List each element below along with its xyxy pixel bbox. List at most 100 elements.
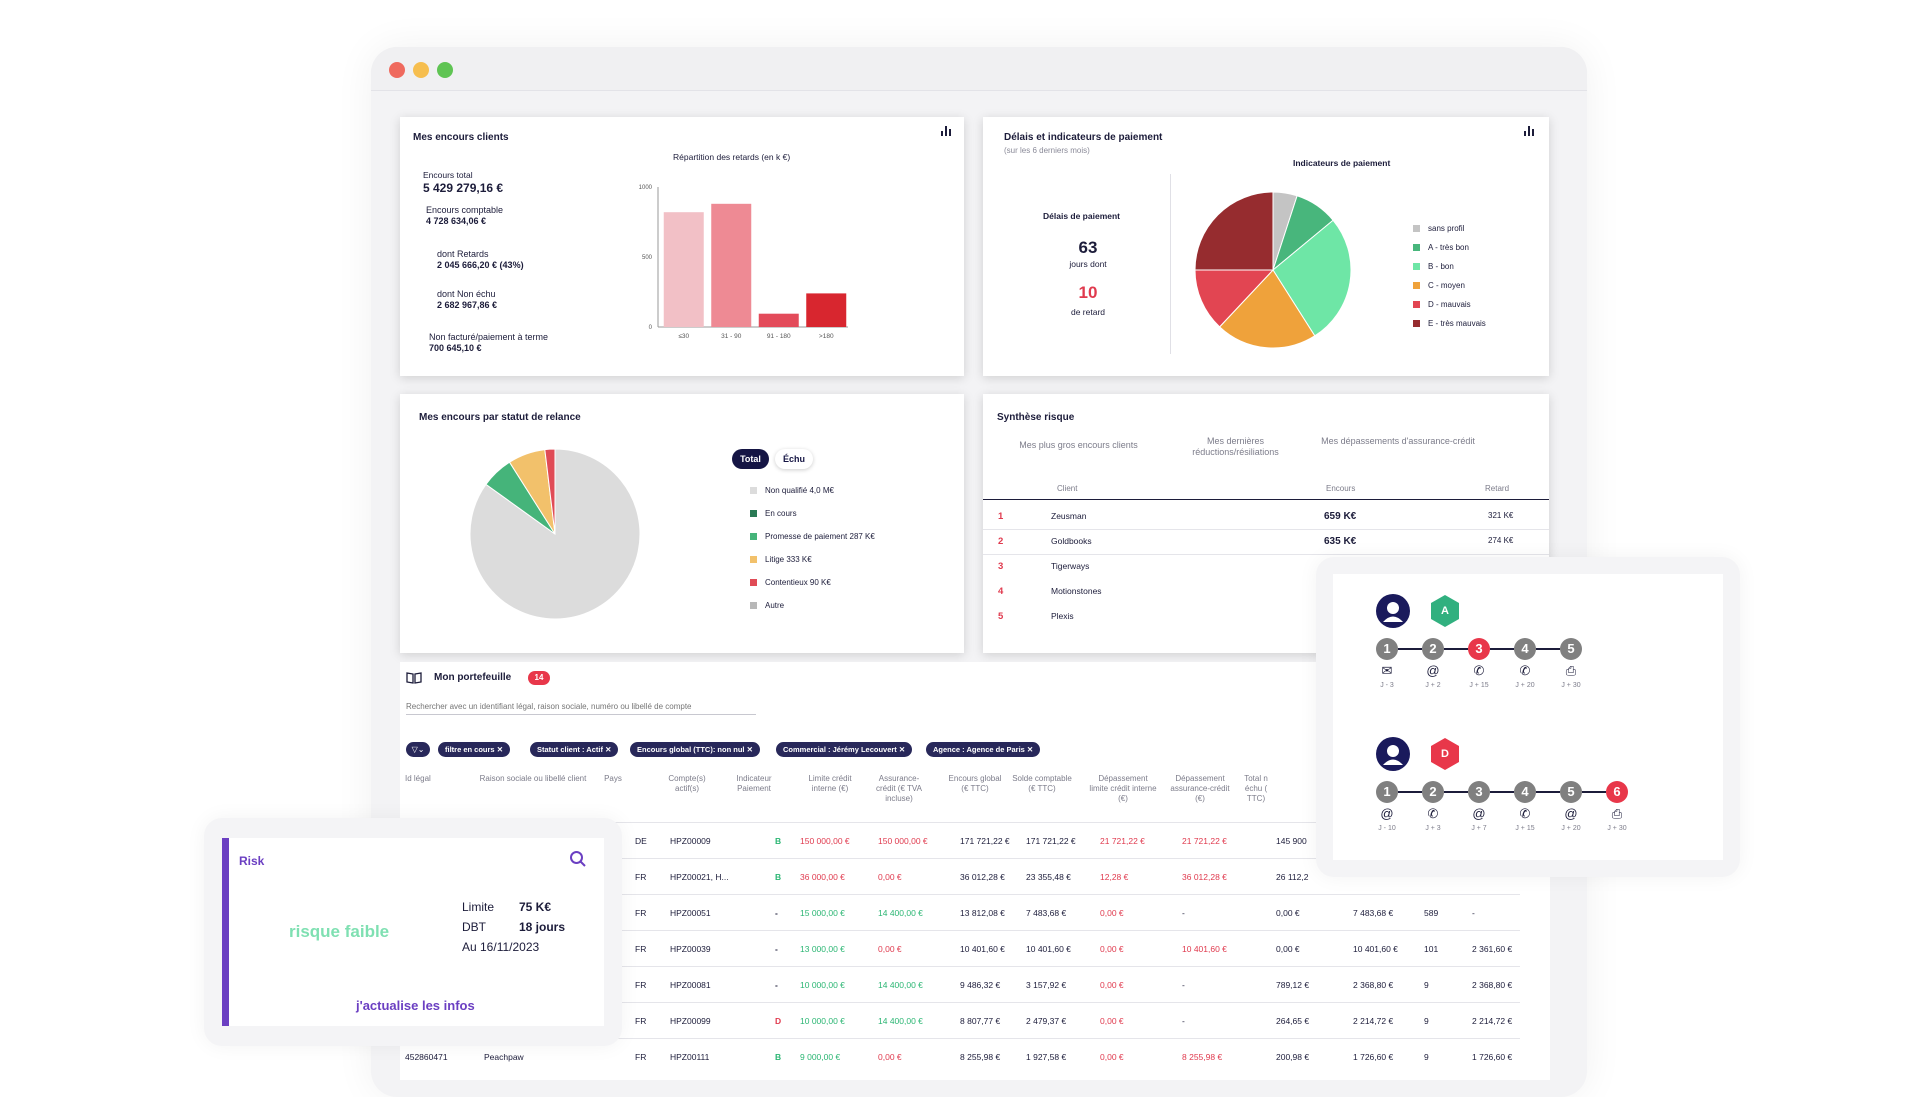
- column-header[interactable]: Compte(s) actif(s): [668, 774, 706, 793]
- workflow-step[interactable]: 2: [1422, 781, 1444, 803]
- column-header[interactable]: Encours global (€ TTC): [948, 774, 1002, 793]
- table-cell-compte: HPZ00111: [670, 1052, 710, 1062]
- step-channel-icon: @: [1426, 663, 1440, 678]
- table-cell-dep2: 10 401,60 €: [1182, 944, 1227, 954]
- table-cell-c14: 589: [1424, 908, 1439, 918]
- table-cell-dep1: 0,00 €: [1100, 1052, 1124, 1062]
- table-cell-assur: 14 400,00 €: [878, 1016, 923, 1026]
- encours-comptable-value: 4 728 634,06 €: [426, 216, 487, 226]
- table-cell-dep2: 21 721,22 €: [1182, 836, 1227, 846]
- table-cell-dep2: 8 255,98 €: [1182, 1052, 1223, 1062]
- table-cell-c13: 1 726,60 €: [1353, 1052, 1394, 1062]
- column-header[interactable]: Id légal: [405, 774, 431, 783]
- minimize-window-dot[interactable]: [413, 62, 429, 78]
- table-cell-limite: 150 000,00 €: [800, 836, 850, 846]
- workflow-step[interactable]: 1: [1376, 638, 1398, 660]
- tab-gros-encours[interactable]: Mes plus gros encours clients: [1019, 440, 1138, 450]
- remove-filter-icon[interactable]: ✕: [494, 745, 503, 754]
- column-header[interactable]: Total n échu ( TTC): [1244, 774, 1268, 803]
- column-header[interactable]: Assurance-crédit (€ TVA incluse): [876, 774, 922, 803]
- workflow-step[interactable]: 4: [1514, 638, 1536, 660]
- filter-pill[interactable]: filtre en cours ✕: [438, 742, 510, 757]
- x-tick-label: ≤30: [678, 333, 689, 340]
- tab-depassements[interactable]: Mes dépassements d'assurance-crédit: [1321, 436, 1475, 446]
- filter-pill-label: Statut client : Actif: [537, 745, 603, 754]
- delais-left-title: Délais de paiement: [1043, 211, 1121, 221]
- pie-slice: [469, 448, 641, 620]
- col-retard: Retard: [1485, 484, 1510, 493]
- table-cell-solde: 7 483,68 €: [1026, 908, 1067, 918]
- remove-filter-icon[interactable]: ✕: [1024, 745, 1034, 754]
- total-toggle-button[interactable]: Total: [732, 449, 769, 469]
- close-window-dot[interactable]: [389, 62, 405, 78]
- browser-titlebar: [371, 47, 1587, 91]
- workflow-step[interactable]: 3: [1468, 781, 1490, 803]
- table-cell-solde: 1 927,58 €: [1026, 1052, 1067, 1062]
- table-cell-pays: DE: [635, 836, 647, 846]
- table-cell-dep2: -: [1182, 980, 1185, 990]
- workflow-step[interactable]: 5: [1560, 781, 1582, 803]
- table-cell-encours: 171 721,22 €: [960, 836, 1010, 846]
- encours-card: Mes encours clients Encours total 5 429 …: [400, 117, 964, 376]
- filter-pill[interactable]: Statut client : Actif ✕: [530, 742, 619, 757]
- chart-toggle-icon[interactable]: [1524, 126, 1534, 136]
- step-day-label: J + 30: [1607, 825, 1627, 832]
- chart-toggle-icon[interactable]: [941, 126, 951, 136]
- filter-pill[interactable]: Agence : Agence de Paris ✕: [926, 742, 1041, 757]
- row-divider: [983, 554, 1549, 555]
- workflow-step[interactable]: 5: [1560, 638, 1582, 660]
- step-channel-icon: @: [1472, 806, 1486, 821]
- table-cell-ind: B: [775, 872, 782, 882]
- remove-filter-icon[interactable]: ✕: [602, 745, 612, 754]
- relance-title: Mes encours par statut de relance: [419, 412, 581, 423]
- filter-pill[interactable]: Commercial : Jérémy Lecouvert ✕: [776, 742, 913, 757]
- table-cell-total: 264,65 €: [1276, 1016, 1310, 1026]
- workflow-step[interactable]: 1: [1376, 781, 1398, 803]
- risk-card: Risk risque faible Limite 75 K€ DBT 18 j…: [222, 838, 604, 1026]
- col-client: Client: [1057, 484, 1078, 493]
- table-row-divider: [400, 966, 1520, 967]
- col-encours: Encours: [1326, 484, 1356, 493]
- client-name: Goldbooks: [1051, 536, 1092, 546]
- column-header[interactable]: Limite crédit interne (€): [808, 774, 852, 793]
- portfolio-search-input[interactable]: [406, 699, 756, 715]
- y-tick-label: 500: [642, 255, 653, 261]
- column-header[interactable]: Raison sociale ou libellé client: [479, 774, 587, 783]
- risk-limite-value: 75 K€: [519, 900, 552, 914]
- column-header[interactable]: Dépassement limite crédit interne (€): [1089, 774, 1157, 803]
- filter-pill[interactable]: Encours global (TTC): non nul ✕: [630, 742, 760, 757]
- table-cell-solde: 23 355,48 €: [1026, 872, 1071, 882]
- workflow-step[interactable]: 4: [1514, 781, 1536, 803]
- remove-filter-icon[interactable]: ✕: [896, 745, 906, 754]
- table-cell-ind: -: [775, 908, 778, 918]
- tab-reductions[interactable]: Mes dernières réductions/résiliations: [1192, 436, 1279, 457]
- avatar-d-icon: [1376, 737, 1410, 771]
- risk-dbt-value: 18 jours: [519, 920, 566, 934]
- step-day-label: J + 7: [1471, 825, 1487, 832]
- table-cell-pays: FR: [635, 1052, 647, 1062]
- column-header[interactable]: Pays: [604, 774, 622, 783]
- search-icon[interactable]: [569, 850, 587, 868]
- table-cell-encours: 8 807,77 €: [960, 1016, 1001, 1026]
- table-cell-pays: FR: [635, 1016, 647, 1026]
- retards-chart-title: Répartition des retards (en k €): [673, 152, 791, 162]
- rank-number: 5: [998, 611, 1004, 622]
- maximize-window-dot[interactable]: [437, 62, 453, 78]
- client-name: Plexis: [1051, 611, 1074, 621]
- refresh-info-link[interactable]: j'actualise les infos: [356, 998, 475, 1013]
- echu-toggle-button[interactable]: Échu: [775, 449, 813, 469]
- legend-item: sans profil: [1413, 224, 1464, 233]
- workflow-step[interactable]: 3: [1468, 638, 1490, 660]
- workflow-step[interactable]: 6: [1606, 781, 1628, 803]
- payment-pie-title: Indicateurs de paiement: [1293, 158, 1391, 168]
- table-cell-c15: 2 214,72 €: [1472, 1016, 1513, 1026]
- table-cell-assur: 14 400,00 €: [878, 908, 923, 918]
- filter-funnel-button[interactable]: ▽⌄: [406, 742, 430, 757]
- table-cell-assur: 14 400,00 €: [878, 980, 923, 990]
- workflow-step[interactable]: 2: [1422, 638, 1444, 660]
- remove-filter-icon[interactable]: ✕: [744, 745, 753, 754]
- column-header[interactable]: Solde comptable (€ TTC): [1012, 774, 1072, 793]
- table-cell-encours: 9 486,32 €: [960, 980, 1001, 990]
- column-header[interactable]: Dépassement assurance-crédit (€): [1170, 774, 1230, 803]
- column-header[interactable]: Indicateur Paiement: [736, 774, 772, 793]
